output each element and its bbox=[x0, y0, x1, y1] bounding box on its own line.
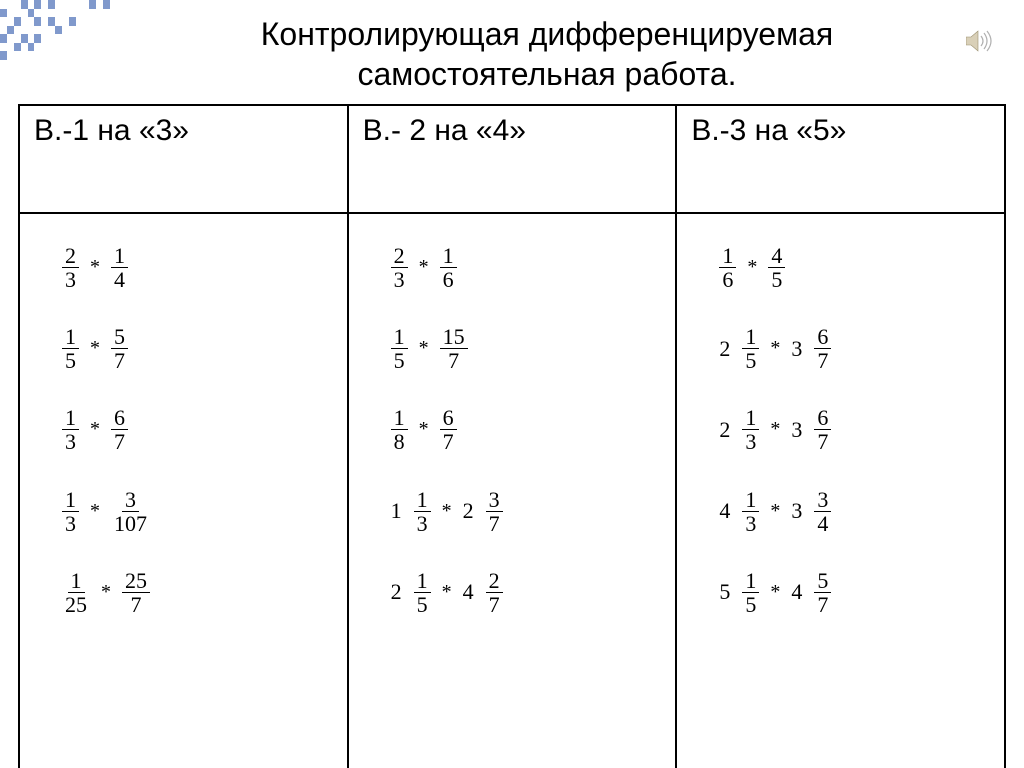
title-line-1: Контролирующая дифференцируемая bbox=[261, 16, 833, 52]
problem-expression: 16*45 bbox=[719, 244, 962, 291]
problem-expression: 13*67 bbox=[62, 406, 305, 453]
problem-expression: 23*16 bbox=[391, 244, 634, 291]
col-2-cell: 23*16 15*157 18*67 113*237 215*427 bbox=[348, 213, 677, 768]
problem-expression: 215*427 bbox=[391, 569, 634, 616]
problem-expression: 18*67 bbox=[391, 406, 634, 453]
problem-expression: 113*237 bbox=[391, 488, 634, 535]
col-header-3: В.-3 на «5» bbox=[676, 105, 1005, 213]
problem-expression: 215*367 bbox=[719, 325, 962, 372]
body-row: 23*14 15*57 13*67 13*3107 125*257 23*16 15*15… bbox=[19, 213, 1005, 768]
header-row: В.-1 на «3» В.- 2 на «4» В.-3 на «5» bbox=[19, 105, 1005, 213]
page-title: Контролирующая дифференцируемая самостоя… bbox=[0, 0, 1024, 104]
problem-expression: 15*157 bbox=[391, 325, 634, 372]
problem-expression: 413*334 bbox=[719, 488, 962, 535]
col-3-cell: 16*45 215*367 213*367 413*334 515*457 bbox=[676, 213, 1005, 768]
problem-expression: 13*3107 bbox=[62, 488, 305, 535]
col-header-1: В.-1 на «3» bbox=[19, 105, 348, 213]
worksheet-table: В.-1 на «3» В.- 2 на «4» В.-3 на «5» 23*… bbox=[18, 104, 1006, 768]
sound-icon bbox=[966, 30, 992, 52]
problem-expression: 15*57 bbox=[62, 325, 305, 372]
problem-expression: 125*257 bbox=[62, 569, 305, 616]
title-line-2: самостоятельная работа. bbox=[357, 56, 736, 92]
col-1-cell: 23*14 15*57 13*67 13*3107 125*257 bbox=[19, 213, 348, 768]
corner-decoration bbox=[0, 0, 110, 60]
col-header-2: В.- 2 на «4» bbox=[348, 105, 677, 213]
problem-expression: 515*457 bbox=[719, 569, 962, 616]
problem-expression: 213*367 bbox=[719, 406, 962, 453]
problem-expression: 23*14 bbox=[62, 244, 305, 291]
